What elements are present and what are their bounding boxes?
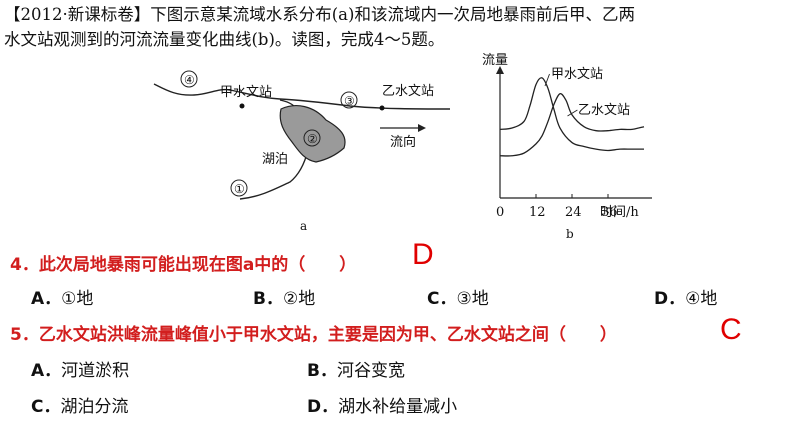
x-tick-label: 0 xyxy=(496,205,504,220)
lake-shape xyxy=(279,105,346,163)
flow-direction-label: 流向 xyxy=(390,134,416,150)
q4-option-a[interactable]: A．①地 xyxy=(31,284,93,309)
tributary-1 xyxy=(239,149,309,200)
question-4-stem: 4．此次局地暴雨可能出现在图a中的（ ） xyxy=(10,255,357,275)
y-axis-arrow-icon xyxy=(496,66,504,74)
figure-b-caption: b xyxy=(566,227,574,240)
q5-option-a-text: 河道淤积 xyxy=(61,361,130,381)
series-leader-yi xyxy=(567,109,578,117)
marker-3-circle xyxy=(340,91,358,109)
q5-option-d-text: 湖水补给量减小 xyxy=(338,397,458,417)
river-main xyxy=(153,83,451,110)
marker-4-circle xyxy=(180,70,198,88)
question-5-answer: C xyxy=(720,313,742,346)
x-axis-label: 时间/h xyxy=(600,205,639,220)
marker-1: ① xyxy=(234,182,245,196)
station-yi-label: 乙水文站 xyxy=(382,84,434,99)
lake-label: 湖泊 xyxy=(262,152,288,167)
series-line-jia xyxy=(499,77,644,152)
x-tick-label: 36 xyxy=(601,205,618,220)
marker-1-circle xyxy=(230,179,248,197)
figure-a-caption: a xyxy=(300,219,307,233)
station-yi-dot xyxy=(379,105,385,111)
q4-option-c-letter: C． xyxy=(427,289,457,309)
q5-option-b-letter: B． xyxy=(307,361,337,381)
q5-option-a-letter: A． xyxy=(31,361,62,381)
x-tick-label: 12 xyxy=(529,205,546,220)
station-jia-label: 甲水文站 xyxy=(220,85,272,100)
q5-option-b[interactable]: B．河谷变宽 xyxy=(307,356,405,381)
q4-option-c[interactable]: C．③地 xyxy=(427,284,489,309)
intro-line-2: 水文站观测到的河流流量变化曲线(b)。读图，完成4～5题。 xyxy=(4,30,445,49)
q4-option-a-letter: A． xyxy=(31,289,62,309)
q5-option-a[interactable]: A．河道淤积 xyxy=(31,356,129,381)
q4-option-a-text: ①地 xyxy=(61,289,94,309)
marker-2: ② xyxy=(307,132,318,146)
figure-a-river-map: ④ ③ ② ① 甲水文站 乙水文站 湖泊 流向 a xyxy=(153,70,451,233)
q5-option-d-letter: D． xyxy=(307,397,339,417)
marker-4: ④ xyxy=(184,73,195,87)
q4-option-d[interactable]: D．④地 xyxy=(654,284,717,309)
series-line-yi xyxy=(499,93,645,157)
q5-option-c-text: 湖泊分流 xyxy=(60,397,129,417)
series-label-jia: 甲水文站 xyxy=(551,67,603,82)
marker-2-circle xyxy=(303,129,321,147)
q4-option-b-letter: B． xyxy=(253,289,283,309)
series-label-yi: 乙水文站 xyxy=(578,103,630,118)
station-jia-dot xyxy=(239,103,245,109)
intro-line-1: 【2012·新课标卷】下图示意某流域水系分布(a)和该流域内一次局地暴雨前后甲、… xyxy=(4,5,635,24)
q5-option-b-text: 河谷变宽 xyxy=(336,361,405,381)
q5-option-d[interactable]: D．湖水补给量减小 xyxy=(307,392,457,417)
question-5-stem: 5．乙水文站洪峰流量峰值小于甲水文站，主要是因为甲、乙水文站之间（ ） xyxy=(10,325,617,345)
q4-option-b[interactable]: B．②地 xyxy=(253,284,315,309)
q5-option-c[interactable]: C．湖泊分流 xyxy=(31,392,128,417)
q5-option-c-letter: C． xyxy=(31,397,61,417)
y-axis-label: 流量 xyxy=(482,53,508,68)
x-tick-label: 24 xyxy=(565,205,582,220)
q4-option-d-letter: D． xyxy=(654,289,686,309)
question-4-answer: D xyxy=(412,238,434,271)
q4-option-d-text: ④地 xyxy=(685,289,718,309)
q4-option-b-text: ②地 xyxy=(282,289,316,309)
q4-option-c-text: ③地 xyxy=(456,289,489,309)
marker-3: ③ xyxy=(344,94,355,108)
